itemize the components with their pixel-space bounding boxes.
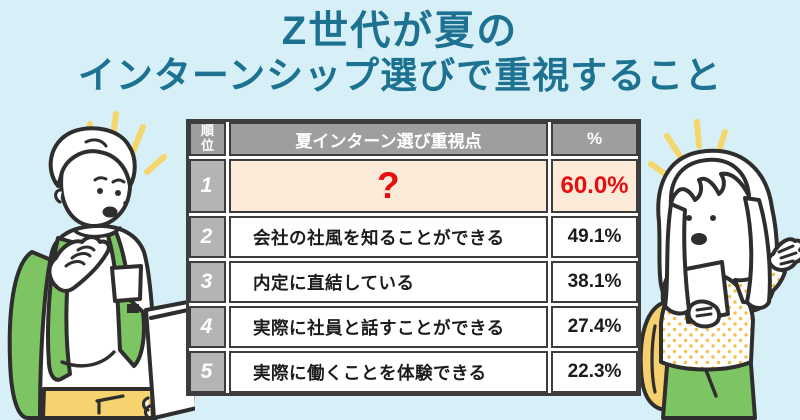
item-5: 実際に働くことを体験できる: [229, 351, 548, 393]
rank-5: 5: [189, 351, 226, 393]
title-line-1: Z世代が夏の: [281, 9, 519, 53]
hair-strand-right: [743, 196, 772, 310]
item-3: 内定に直結している: [229, 261, 548, 303]
item-4: 実際に社員と話すことができる: [229, 306, 548, 348]
percent-5: 22.3%: [551, 351, 638, 393]
hand-on-chest: [47, 235, 111, 293]
ranking-table: 順位 夏インターン選び重視点 % 1 ? 60.0% 2 会社の社風を知ることが…: [186, 119, 641, 396]
rank-3: 3: [189, 261, 226, 303]
column-header-item: 夏インターン選び重視点: [229, 122, 548, 156]
column-header-percent: %: [551, 122, 638, 156]
rank-4: 4: [189, 306, 226, 348]
percent-4: 27.4%: [551, 306, 638, 348]
hair-strand-left: [663, 202, 691, 316]
rank-1: 1: [189, 159, 226, 213]
percent-2: 49.1%: [551, 216, 638, 258]
male-student-illustration: [7, 111, 195, 420]
page-title: Z世代が夏の インターンシップ選びで重視すること: [0, 8, 800, 98]
rank-2: 2: [189, 216, 226, 258]
column-header-rank: 順位: [189, 122, 226, 156]
percent-1: 60.0%: [551, 159, 638, 213]
male-head: [48, 126, 137, 228]
item-1: ?: [229, 159, 548, 213]
title-line-2: インターンシップ選びで重視すること: [77, 55, 723, 96]
female-student-illustration: [638, 119, 800, 420]
female-face: [686, 215, 716, 245]
papers: [141, 299, 195, 420]
hair-bangs: [668, 157, 751, 208]
hidden-answer-question-mark: ?: [376, 165, 401, 206]
item-2: 会社の社風を知ることができる: [229, 216, 548, 258]
percent-3: 38.1%: [551, 261, 638, 303]
shirt-pocket: [110, 264, 143, 303]
